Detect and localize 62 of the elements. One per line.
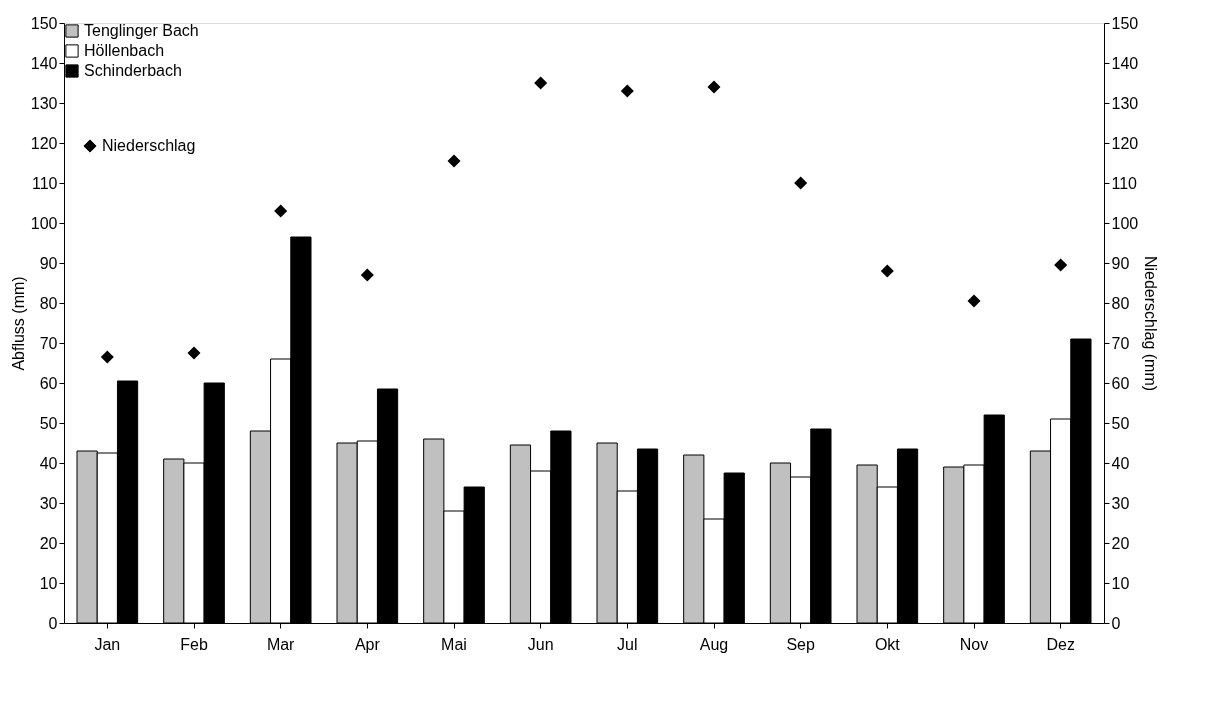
x-tick-label: Jun xyxy=(527,635,554,653)
y2-tick-label: 30 xyxy=(1111,494,1130,512)
point xyxy=(274,204,288,218)
point xyxy=(794,176,808,190)
y-tick-label: 30 xyxy=(39,494,58,512)
point xyxy=(707,80,721,94)
legend-label: Höllenbach xyxy=(84,42,165,59)
point xyxy=(187,346,201,360)
point xyxy=(447,154,461,168)
legend-label: Niederschlag xyxy=(102,137,196,154)
y-tick-label: 120 xyxy=(30,134,58,152)
y-tick-label: 50 xyxy=(39,414,58,432)
point xyxy=(534,76,548,90)
y-tick-label: 40 xyxy=(39,454,58,472)
y-axis-title: Abfluss (mm) xyxy=(9,276,27,371)
x-tick-label: Jul xyxy=(617,635,638,653)
y2-tick-label: 60 xyxy=(1111,374,1130,392)
y-tick-label: 10 xyxy=(39,574,58,592)
x-tick-label: Dez xyxy=(1046,635,1075,653)
point xyxy=(360,268,374,282)
y2-tick-label: 130 xyxy=(1111,94,1139,112)
y2-axis-title: Niederschlag (mm) xyxy=(1142,255,1160,392)
y-tick-label: 20 xyxy=(39,534,58,552)
y2-tick-label: 50 xyxy=(1111,414,1130,432)
point xyxy=(880,264,894,278)
legend-label: Schinderbach xyxy=(84,62,182,79)
x-tick-label: Mai xyxy=(441,635,467,653)
x-tick-label: Feb xyxy=(180,635,208,653)
y-tick-label: 140 xyxy=(30,54,58,72)
y2-tick-label: 100 xyxy=(1111,214,1139,232)
y-tick-label: 80 xyxy=(39,294,58,312)
y2-tick-label: 80 xyxy=(1111,294,1130,312)
y2-tick-label: 90 xyxy=(1111,254,1130,272)
y2-tick-label: 140 xyxy=(1111,54,1139,72)
y2-tick-label: 150 xyxy=(1111,14,1139,32)
y-tick-label: 70 xyxy=(39,334,58,352)
y2-tick-label: 70 xyxy=(1111,334,1130,352)
x-tick-label: Aug xyxy=(699,635,729,653)
y2-tick-label: 10 xyxy=(1111,574,1130,592)
y-tick-label: 150 xyxy=(30,14,58,32)
y-tick-label: 100 xyxy=(30,214,58,232)
legend-label: Tenglinger Bach xyxy=(84,22,199,39)
y-tick-label: 60 xyxy=(39,374,58,392)
y-tick-label: 0 xyxy=(48,614,58,632)
y2-tick-label: 0 xyxy=(1111,614,1121,632)
y-tick-label: 110 xyxy=(31,174,58,192)
x-tick-label: Mar xyxy=(266,635,296,653)
x-tick-label: Sep xyxy=(786,635,815,653)
y-tick-label: 90 xyxy=(39,254,58,272)
x-tick-label: Nov xyxy=(959,635,989,653)
x-tick-label: Jan xyxy=(94,635,121,653)
point xyxy=(967,294,981,308)
x-tick-label: Apr xyxy=(354,635,381,653)
y-tick-label: 130 xyxy=(30,94,58,112)
x-tick-label: Okt xyxy=(874,635,901,653)
y2-tick-label: 120 xyxy=(1111,134,1139,152)
point xyxy=(620,84,634,98)
point xyxy=(100,350,114,364)
y2-tick-label: 20 xyxy=(1111,534,1130,552)
y2-tick-label: 110 xyxy=(1111,174,1138,192)
y2-tick-label: 40 xyxy=(1111,454,1130,472)
point xyxy=(1054,258,1068,272)
